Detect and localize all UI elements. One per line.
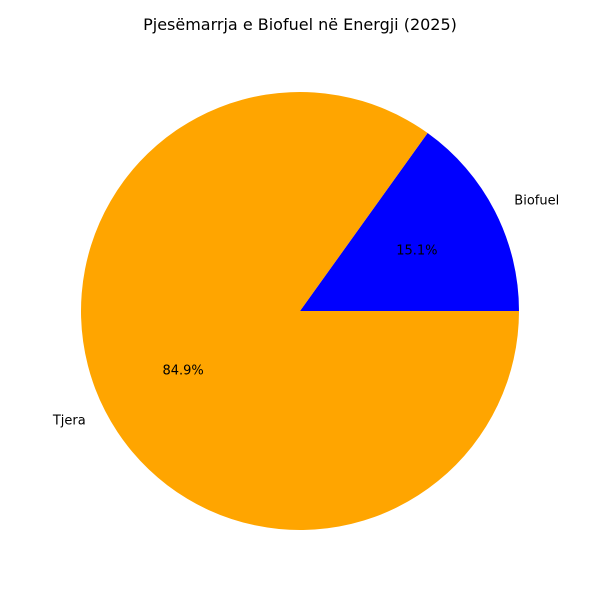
pie-labels: Biofuel 15.1% Tjera 84.9% [52,193,559,428]
pie-slices [80,92,519,531]
pie-percent-tjera: 84.9% [162,364,203,379]
pie-label-biofuel: Biofuel [514,193,559,208]
pie-percent-biofuel: 15.1% [396,243,437,258]
chart-title: Pjesëmarrja e Biofuel në Energji (2025) [143,15,457,34]
pie-slice-tjera [80,92,519,531]
pie-label-tjera: Tjera [52,414,86,429]
pie-slice-biofuel [300,133,519,311]
